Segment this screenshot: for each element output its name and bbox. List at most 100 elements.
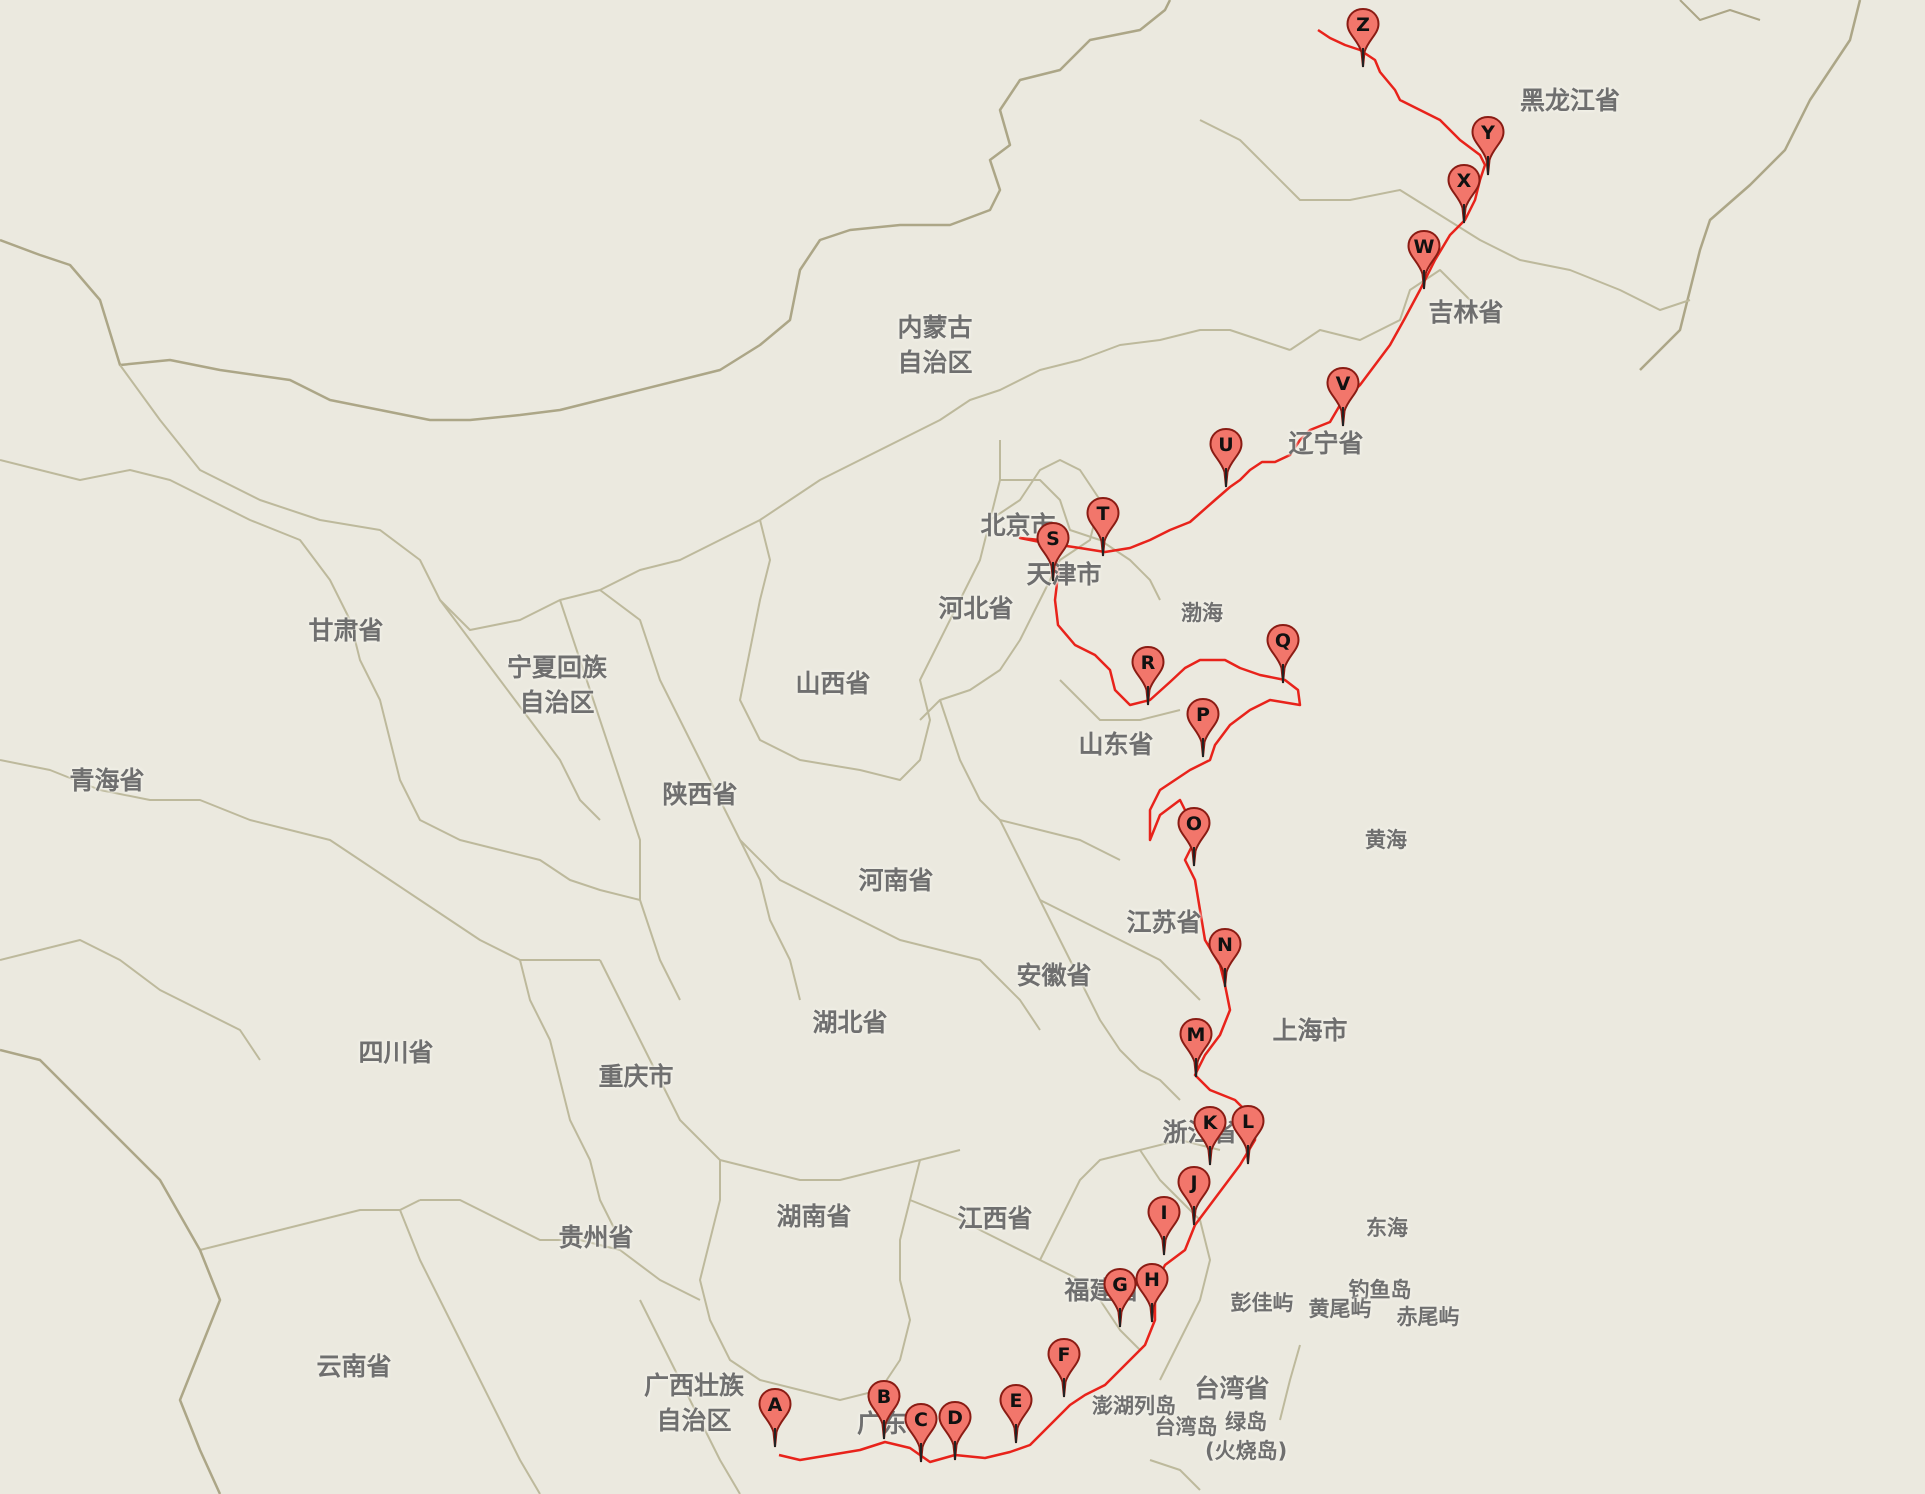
map-pin-icon: [938, 1401, 972, 1461]
map-pin-icon: [1447, 164, 1481, 224]
route-marker-letter: S: [1046, 528, 1060, 550]
route-marker-letter: H: [1144, 1269, 1160, 1291]
region-label-chongqing: 重庆市: [598, 1061, 674, 1091]
route-marker-h[interactable]: H: [1135, 1263, 1169, 1323]
route-marker-letter: G: [1112, 1274, 1128, 1296]
region-label-yunnan: 云南省: [316, 1351, 392, 1381]
map-pin-icon: [1036, 522, 1070, 582]
region-label-bohai: 渤海: [1181, 600, 1223, 625]
region-label-henan: 河南省: [858, 865, 934, 895]
map-pin-icon: [1047, 1338, 1081, 1398]
region-label-lvdao: 绿岛 (火烧岛): [1205, 1409, 1288, 1463]
region-label-hebei: 河北省: [938, 593, 1014, 623]
route-marker-letter: I: [1160, 1202, 1168, 1224]
route-marker-l[interactable]: L: [1231, 1105, 1265, 1165]
map-pin-icon: [1326, 367, 1360, 427]
map-pin-icon: [1103, 1268, 1137, 1328]
route-marker-f[interactable]: F: [1047, 1338, 1081, 1398]
route-marker-letter: R: [1140, 652, 1156, 674]
region-label-shanxi: 山西省: [795, 668, 871, 698]
region-label-hubei: 湖北省: [812, 1007, 888, 1037]
route-marker-letter: J: [1190, 1172, 1198, 1194]
route-marker-letter: W: [1413, 236, 1435, 258]
region-label-neimenggu: 内蒙古 自治区: [897, 313, 973, 377]
route-marker-d[interactable]: D: [938, 1401, 972, 1461]
route-marker-c[interactable]: C: [904, 1403, 938, 1463]
region-label-tianjin: 天津市: [1026, 559, 1102, 589]
region-label-jiangxi: 江西省: [957, 1203, 1033, 1233]
route-marker-u[interactable]: U: [1209, 428, 1243, 488]
route-marker-letter: X: [1456, 170, 1472, 192]
map-pin-icon: [1147, 1196, 1181, 1256]
region-label-huangweiyu: 黄尾屿: [1308, 1296, 1372, 1321]
route-marker-i[interactable]: I: [1147, 1196, 1181, 1256]
map-pin-icon: [1209, 428, 1243, 488]
route-marker-n[interactable]: N: [1208, 928, 1242, 988]
region-label-sichuan: 四川省: [358, 1037, 434, 1067]
route-marker-letter: P: [1196, 704, 1210, 726]
route-marker-q[interactable]: Q: [1266, 624, 1300, 684]
route-marker-v[interactable]: V: [1326, 367, 1360, 427]
region-label-shaanxi: 陕西省: [662, 779, 738, 809]
map-pin-icon: [1177, 807, 1211, 867]
region-label-penghu: 澎湖列岛: [1092, 1393, 1176, 1418]
map-pin-icon: [1086, 497, 1120, 557]
region-label-jilin: 吉林省: [1428, 297, 1504, 327]
route-marker-letter: O: [1185, 813, 1203, 835]
region-label-gansu: 甘肃省: [308, 615, 384, 645]
route-marker-letter: L: [1241, 1111, 1255, 1133]
route-marker-letter: F: [1057, 1344, 1071, 1366]
map-pin-icon: [1131, 646, 1165, 706]
route-marker-g[interactable]: G: [1103, 1268, 1137, 1328]
region-label-shandong: 山东省: [1078, 729, 1154, 759]
route-marker-y[interactable]: Y: [1471, 116, 1505, 176]
map-pin-icon: [1186, 698, 1220, 758]
route-marker-s[interactable]: S: [1036, 522, 1070, 582]
route-marker-m[interactable]: M: [1179, 1018, 1213, 1078]
route-marker-letter: Y: [1481, 122, 1495, 144]
map-pin-icon: [758, 1388, 792, 1448]
route-marker-letter: K: [1202, 1112, 1218, 1134]
route-marker-k[interactable]: K: [1193, 1106, 1227, 1166]
route-marker-letter: C: [914, 1409, 928, 1431]
route-marker-w[interactable]: W: [1407, 230, 1441, 290]
route-marker-p[interactable]: P: [1186, 698, 1220, 758]
map-pin-icon: [1135, 1263, 1169, 1323]
map-pin-icon: [1346, 8, 1380, 68]
route-marker-x[interactable]: X: [1447, 164, 1481, 224]
region-label-shanghai: 上海市: [1272, 1015, 1348, 1045]
route-marker-letter: Z: [1356, 14, 1370, 36]
map-pin-icon: [1177, 1166, 1211, 1226]
route-marker-z[interactable]: Z: [1346, 8, 1380, 68]
map-pin-icon: [1179, 1018, 1213, 1078]
route-marker-letter: D: [947, 1407, 963, 1429]
route-marker-a[interactable]: A: [758, 1388, 792, 1448]
route-marker-letter: U: [1218, 434, 1234, 456]
route-marker-letter: Q: [1274, 630, 1292, 652]
region-label-liaoning: 辽宁省: [1288, 428, 1364, 458]
map-pin-icon: [1231, 1105, 1265, 1165]
route-marker-j[interactable]: J: [1177, 1166, 1211, 1226]
map-pin-icon: [1407, 230, 1441, 290]
map-pin-icon: [904, 1403, 938, 1463]
region-label-heilongjiang: 黑龙江省: [1520, 85, 1621, 115]
map-pin-icon: [1471, 116, 1505, 176]
route-marker-o[interactable]: O: [1177, 807, 1211, 867]
route-marker-b[interactable]: B: [867, 1380, 901, 1440]
region-label-diaoyudao: 钓鱼岛: [1348, 1277, 1412, 1302]
map-pin-icon: [1266, 624, 1300, 684]
region-label-huanghai: 黄海: [1365, 827, 1407, 852]
route-marker-e[interactable]: E: [999, 1384, 1033, 1444]
map-pin-icon: [1208, 928, 1242, 988]
region-label-donghai: 东海: [1366, 1215, 1408, 1240]
region-label-chiweiyu: 赤尾屿: [1396, 1304, 1460, 1329]
route-marker-letter: E: [1009, 1390, 1023, 1412]
route-marker-letter: B: [876, 1386, 892, 1408]
route-marker-letter: V: [1335, 373, 1351, 395]
route-marker-t[interactable]: T: [1086, 497, 1120, 557]
route-marker-r[interactable]: R: [1131, 646, 1165, 706]
region-label-jiangsu: 江苏省: [1126, 907, 1202, 937]
